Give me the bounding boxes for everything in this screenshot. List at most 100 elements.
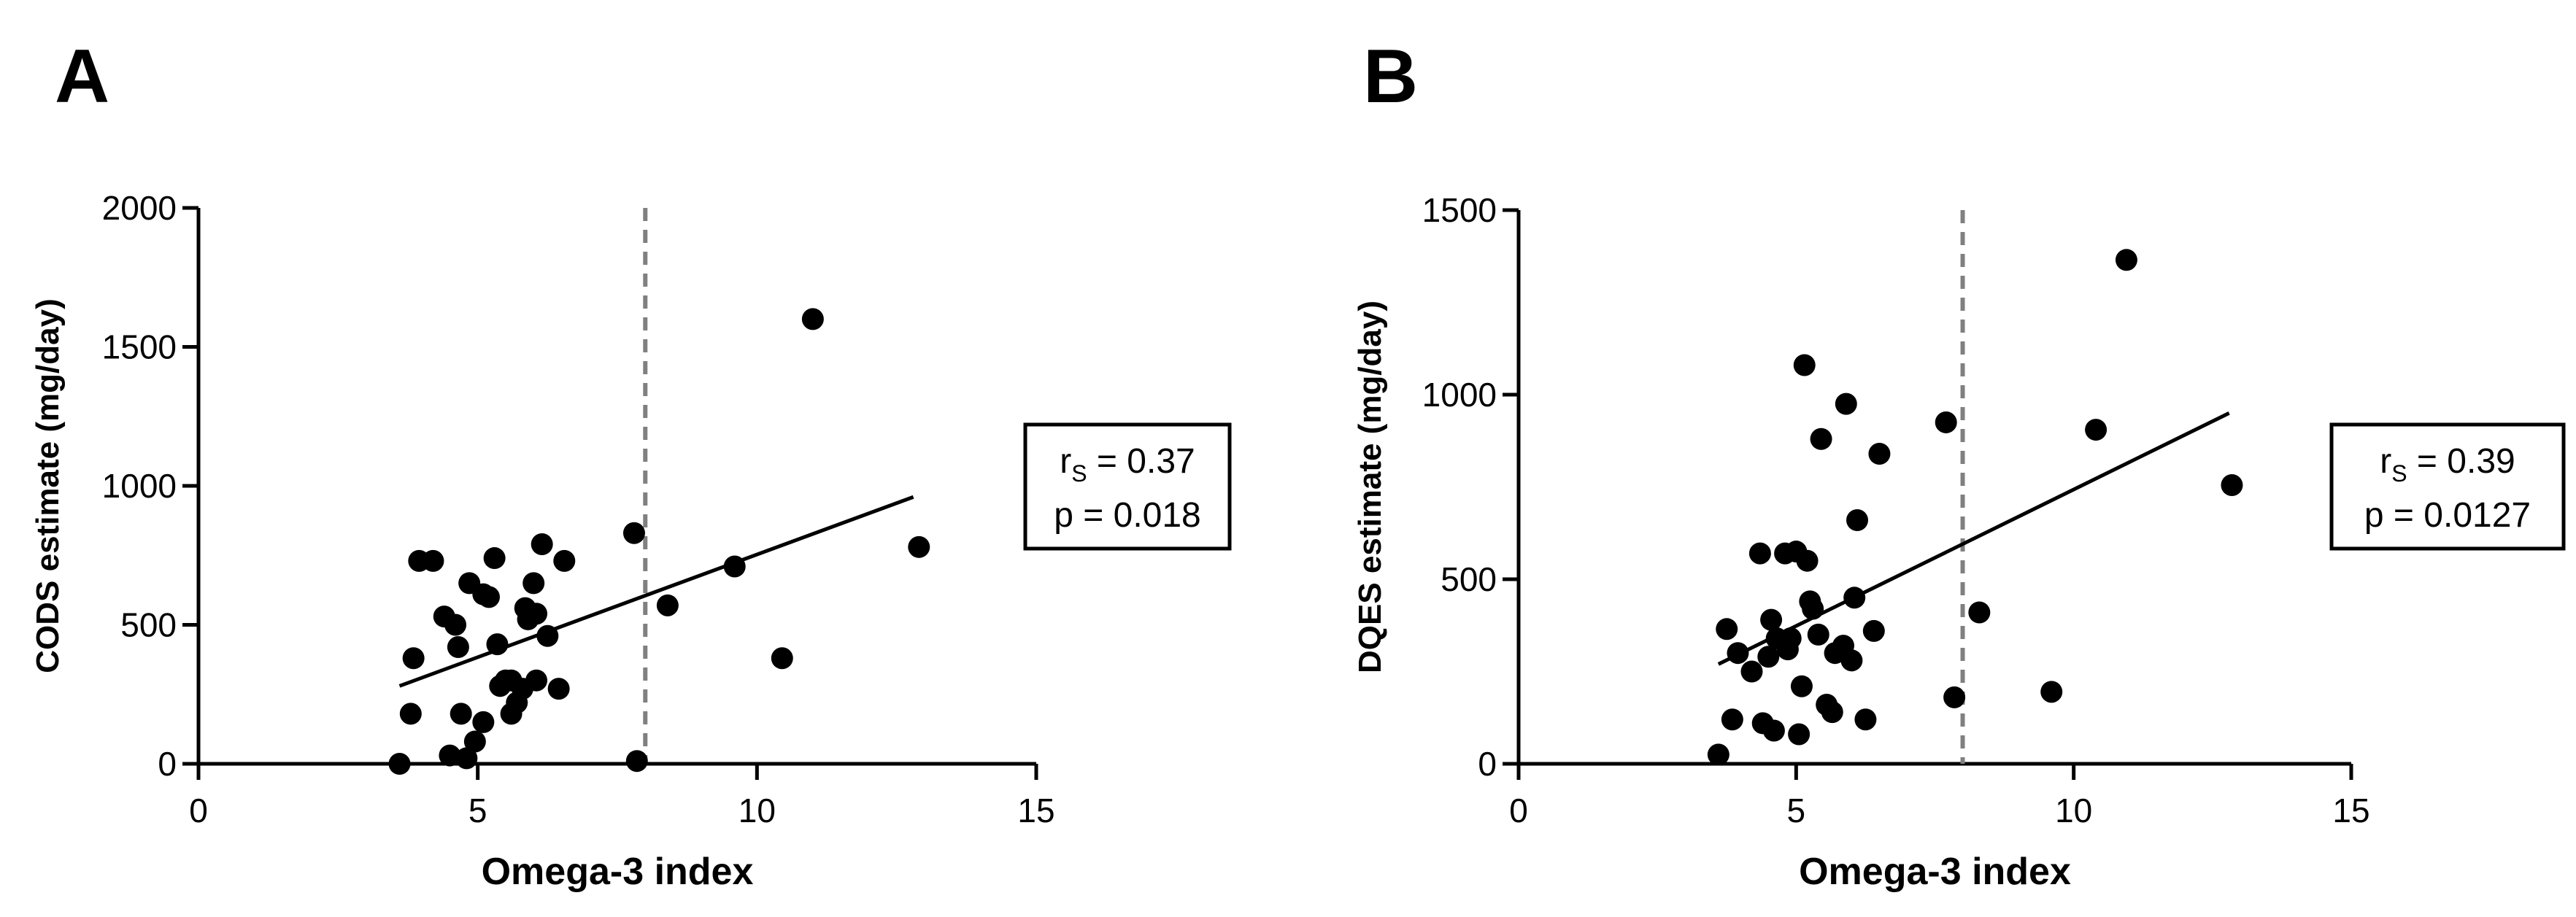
data-point <box>402 647 425 670</box>
stats-r-symbol: r <box>1060 442 1071 481</box>
data-point <box>1968 601 1991 624</box>
data-point <box>472 711 495 733</box>
data-point <box>447 635 469 658</box>
data-point <box>1868 442 1891 465</box>
data-point <box>1716 618 1738 641</box>
y-tick-label: 1500 <box>1422 191 1497 229</box>
y-tick-label: 1000 <box>1422 376 1497 414</box>
panel-letter: B <box>1363 34 1418 119</box>
data-point <box>625 750 648 773</box>
data-point <box>1707 743 1729 766</box>
data-point <box>1843 587 1866 609</box>
data-point <box>444 614 467 636</box>
data-point <box>1760 608 1783 631</box>
x-tick-label: 10 <box>739 792 776 829</box>
data-point <box>2040 681 2063 703</box>
stats-r-text: rS = 0.39 <box>2380 442 2515 487</box>
data-point <box>1821 701 1843 724</box>
data-point <box>463 730 486 753</box>
stats-r-symbol: r <box>2380 442 2391 481</box>
data-point <box>1810 427 1832 450</box>
x-tick-label: 15 <box>1017 792 1054 829</box>
data-point <box>536 624 559 647</box>
stats-box <box>1023 422 1232 551</box>
regression-line <box>1717 411 2230 666</box>
stats-r-text: rS = 0.37 <box>1060 442 1195 487</box>
data-point <box>1802 597 1824 620</box>
data-point <box>1779 627 1802 649</box>
y-tick-label: 500 <box>120 606 177 644</box>
data-point <box>422 549 444 572</box>
data-point <box>486 633 509 656</box>
data-point <box>801 308 824 330</box>
data-point <box>450 703 472 725</box>
data-point <box>1935 411 1957 433</box>
data-point <box>531 533 553 556</box>
stats-box <box>2329 422 2566 551</box>
data-point <box>1943 686 1966 708</box>
data-point <box>1788 723 1810 746</box>
data-point <box>656 594 679 616</box>
data-point <box>723 555 746 578</box>
data-point <box>525 669 548 692</box>
panel-letter: A <box>55 34 109 119</box>
data-point <box>2221 473 2243 496</box>
data-point <box>1796 549 1819 572</box>
y-tick-label: 2000 <box>102 189 177 227</box>
data-point <box>1846 509 1869 532</box>
data-point <box>1840 649 1863 672</box>
x-tick-label: 0 <box>1509 792 1528 829</box>
stats-r-subscript: S <box>2391 460 2407 487</box>
data-point <box>1793 354 1816 376</box>
data-point <box>553 549 576 572</box>
data-point <box>908 535 930 558</box>
data-point <box>1807 623 1829 646</box>
data-point <box>771 647 793 670</box>
y-axis-title: DQES estimate (mg/day) <box>1352 301 1388 673</box>
data-point <box>1862 619 1885 642</box>
data-point <box>1854 708 1877 731</box>
x-tick-label: 5 <box>468 792 487 829</box>
stats-r-value: = 0.39 <box>2407 442 2515 481</box>
x-tick-label: 15 <box>2332 792 2369 829</box>
data-point <box>388 753 411 775</box>
x-tick-label: 5 <box>1787 792 1806 829</box>
stats-p-text: p = 0.0127 <box>2364 496 2531 535</box>
y-tick-label: 500 <box>1441 560 1497 598</box>
data-point <box>399 703 422 725</box>
data-point <box>1757 646 1780 668</box>
data-point <box>1835 392 1857 415</box>
x-tick-label: 0 <box>189 792 208 829</box>
data-point <box>525 603 548 625</box>
data-point <box>1727 642 1749 665</box>
panel-a: A 0 500 1000 1500 2000 0 5 10 15 Omega-3 index CODS… <box>30 34 1232 893</box>
panel-b: B 0 500 1000 1500 0 5 10 15 Omega-3 index DQES est… <box>1352 34 2566 893</box>
y-tick-label: 0 <box>158 745 177 783</box>
stats-p-text: p = 0.018 <box>1054 496 1201 535</box>
data-point <box>477 586 500 608</box>
x-axis-title: Omega-3 index <box>1799 851 2071 893</box>
data-point <box>483 547 506 570</box>
data-point <box>1790 675 1813 697</box>
data-point <box>455 747 478 770</box>
data-point <box>1762 719 1785 742</box>
y-tick-label: 1500 <box>102 328 177 366</box>
stats-r-subscript: S <box>1071 460 1087 487</box>
y-tick-label: 1000 <box>102 467 177 505</box>
data-point <box>1740 660 1763 683</box>
x-tick-label: 10 <box>2055 792 2092 829</box>
data-point <box>1748 542 1771 565</box>
data-point <box>2085 419 2108 441</box>
data-point <box>547 678 570 700</box>
y-axis-title: CODS estimate (mg/day) <box>30 298 66 673</box>
regression-line <box>398 495 914 688</box>
x-axis-title: Omega-3 index <box>482 851 754 893</box>
data-point <box>1721 708 1743 731</box>
stats-r-value: = 0.37 <box>1087 442 1195 481</box>
data-point <box>2115 249 2137 271</box>
data-point <box>522 572 545 595</box>
y-tick-label: 0 <box>1478 745 1497 783</box>
data-point <box>622 522 645 544</box>
data-point <box>439 744 461 767</box>
